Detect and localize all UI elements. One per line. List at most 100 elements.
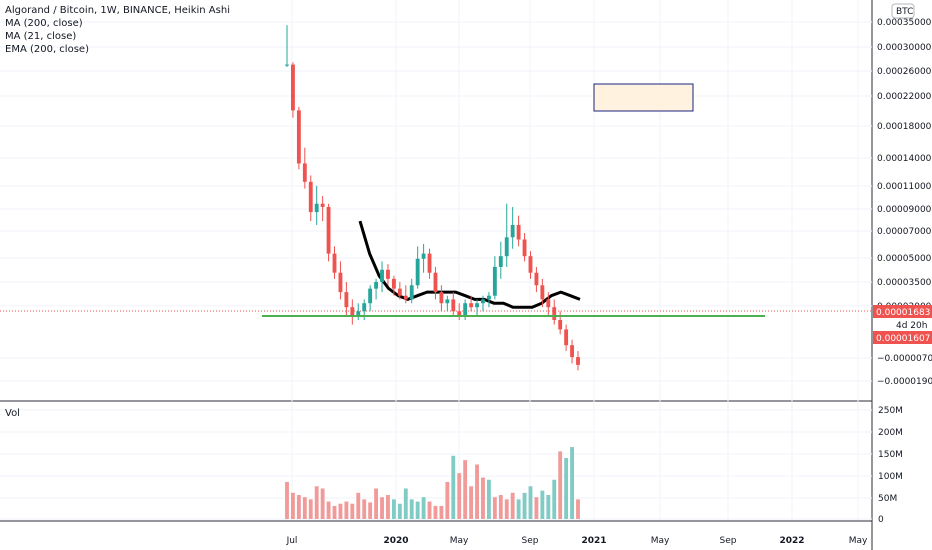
candle-body	[386, 269, 390, 279]
candle-body	[356, 311, 361, 316]
volume-bar	[296, 495, 301, 519]
candle-body	[415, 258, 420, 286]
candle-body	[350, 307, 355, 316]
volume-bar	[504, 499, 509, 519]
candle-body	[492, 266, 497, 296]
candle-body	[368, 288, 373, 304]
volume-bar	[552, 479, 557, 519]
legend-symbol[interactable]: Algorand / Bitcoin, 1W, BINANCE, Heikin …	[5, 5, 230, 16]
volume-bar	[534, 497, 539, 519]
price-tick-label: −0.00001900	[877, 377, 932, 387]
volume-bar	[308, 499, 313, 519]
volume-bar	[469, 486, 474, 519]
volume-axis[interactable]: 250M 200M 150M 100M 50M 0	[878, 406, 903, 525]
volume-bar	[368, 502, 373, 519]
level-tag-label: 0.00001607	[876, 334, 930, 344]
volume-bar	[350, 503, 355, 519]
volume-tick-label: 200M	[878, 428, 903, 438]
candle-body	[558, 319, 563, 330]
candle-body	[439, 292, 444, 304]
candle-body	[332, 253, 337, 273]
candle-body	[374, 282, 379, 289]
candle-body	[308, 181, 313, 213]
candles-group	[285, 25, 580, 371]
volume-bar	[564, 457, 569, 519]
volume-bar	[522, 492, 527, 519]
ma-line-group	[358, 220, 581, 309]
candle-body	[457, 311, 462, 316]
volume-bar	[457, 473, 462, 519]
candle-body	[314, 203, 319, 213]
time-tick-label: 2020	[383, 536, 408, 546]
time-tick-label: 2022	[779, 536, 804, 546]
volume-bar	[463, 460, 468, 519]
candle-body	[463, 303, 468, 316]
volume-tick-label: 250M	[878, 406, 903, 416]
price-tick-label: 0.00022000	[877, 92, 932, 102]
volume-bar	[338, 503, 343, 519]
price-axis[interactable]: 0.00035000 0.00030000 0.00026000 0.00022000…	[873, 3, 932, 387]
candle-body	[291, 64, 295, 111]
time-tick-label: May	[849, 536, 868, 546]
candle-body	[285, 64, 289, 66]
price-tick-label: 0.00030000	[877, 43, 932, 53]
candle-body	[391, 278, 396, 289]
countdown-tag	[873, 318, 932, 331]
candle-body	[433, 272, 438, 293]
volume-bar	[486, 479, 491, 519]
time-tick-label: May	[450, 536, 469, 546]
volume-bar	[439, 505, 444, 519]
candle-body	[522, 239, 527, 257]
price-tick-label: −0.00000700	[877, 354, 932, 364]
candle-body	[534, 272, 539, 286]
volume-bar	[374, 488, 379, 519]
time-tick-label: Sep	[522, 536, 539, 546]
volume-bar	[415, 501, 420, 519]
last-price-tag	[873, 305, 932, 318]
volume-bar	[481, 477, 485, 519]
volume-bar	[475, 464, 479, 519]
candle-body	[362, 303, 367, 312]
volume-bars-group	[285, 447, 580, 519]
legend-ema200[interactable]: EMA (200, close)	[5, 44, 89, 55]
currency-badge-label: BTC	[896, 7, 913, 17]
countdown-tag-label: 4d 20h	[896, 321, 927, 331]
legend-ma200[interactable]: MA (200, close)	[5, 18, 83, 29]
annotation-rectangle	[593, 83, 694, 112]
volume-bar	[285, 481, 289, 519]
time-axis[interactable]: Jul 2020 May Sep 2021 May Sep 2022 May	[286, 536, 868, 546]
volume-bar	[391, 499, 396, 519]
volume-bar	[332, 505, 337, 519]
volume-bar	[546, 495, 551, 519]
volume-bar	[427, 501, 432, 519]
volume-bar	[433, 505, 438, 519]
volume-tick-label: 100M	[878, 472, 903, 482]
candle-body	[498, 256, 503, 267]
volume-bar	[326, 501, 331, 519]
legend-ma21[interactable]: MA (21, close)	[5, 31, 77, 42]
chart-legend: Algorand / Bitcoin, 1W, BINANCE, Heikin …	[5, 4, 230, 56]
candle-body	[540, 285, 545, 300]
price-tick-label: 0.00011000	[877, 182, 932, 192]
volume-bar	[362, 499, 367, 519]
volume-bar	[558, 451, 563, 519]
volume-bar	[528, 486, 533, 519]
price-tick-label: 0.00026000	[877, 67, 932, 77]
volume-tick-label: 0	[878, 515, 884, 525]
candle-body	[397, 288, 402, 296]
volume-bar	[445, 481, 450, 519]
time-tick-label: May	[651, 536, 670, 546]
price-tick-label: 0.00018000	[877, 122, 932, 132]
volume-pane-label[interactable]: Vol	[5, 408, 20, 419]
candle-body	[552, 307, 557, 320]
candle-body	[576, 357, 580, 365]
candle-body	[528, 256, 533, 273]
level-tag	[873, 331, 932, 344]
volume-bar	[320, 488, 325, 519]
volume-bar	[403, 488, 408, 519]
candle-body	[427, 253, 432, 273]
candle-body	[344, 292, 349, 308]
